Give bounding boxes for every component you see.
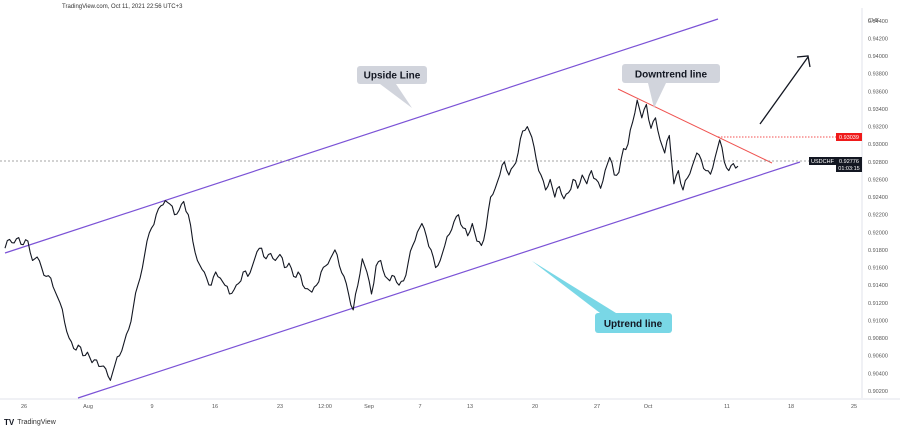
- x-tick-label: 20: [532, 404, 538, 410]
- x-tick-label: 12:00: [318, 404, 332, 410]
- x-tick-label: Oct: [644, 404, 653, 410]
- x-tick-label: 23: [277, 404, 283, 410]
- current-price-label: 0.92776: [839, 159, 859, 165]
- series-group: [4, 99, 739, 381]
- chart-header-info: TradingView.com, Oct 11, 2021 22:56 UTC+…: [62, 4, 183, 10]
- level-price-label: 0.93039: [839, 135, 859, 141]
- uptrend-channel-line: [77, 161, 801, 399]
- y-tick-label: 0.90600: [868, 354, 888, 360]
- y-tick-label: 0.90400: [868, 371, 888, 377]
- usdchf-price-line: [4, 99, 739, 381]
- y-tick-label: 0.92000: [868, 230, 888, 236]
- y-tick-label: 0.94000: [868, 54, 888, 60]
- downtrend-line-label: Downtrend line: [635, 70, 708, 81]
- y-tick-label: 0.91200: [868, 301, 888, 307]
- current-price-tag: [836, 157, 862, 172]
- y-tick-label: 0.92200: [868, 213, 888, 219]
- y-axis: 0.94400 0.94200 0.94000 0.93800 0.93600 0.934…: [861, 8, 888, 398]
- y-tick-label: 0.93200: [868, 125, 888, 131]
- y-tick-label: 0.94400: [868, 19, 888, 25]
- tradingview-logo-icon: TV: [4, 418, 15, 427]
- y-tick-label: 0.93800: [868, 72, 888, 78]
- y-tick-label: 0.90800: [868, 336, 888, 342]
- bullish-arrow: [759, 56, 809, 125]
- x-tick-label: 11: [724, 404, 730, 410]
- downtrend-line: [617, 88, 773, 164]
- x-tick-label: 13: [467, 404, 473, 410]
- tradingview-brand: TV TradingView: [4, 418, 56, 427]
- downtrend-line-callout: [622, 64, 720, 83]
- y-tick-label: 0.94200: [868, 36, 888, 42]
- downtrend-callout-pointer: [648, 83, 666, 108]
- symbol-label: USDCHF: [811, 159, 835, 165]
- x-tick-label: Aug: [83, 404, 93, 410]
- y-tick-label: 0.91400: [868, 283, 888, 289]
- y-tick-label: 0.91600: [868, 266, 888, 272]
- x-axis: 26 Aug 9 16 23 12:00 Sep 7 13 20 27 Oct 11 18 25: [0, 398, 900, 410]
- upside-line-callout-pointer: [380, 84, 412, 108]
- upside-line-label: Upside Line: [364, 71, 421, 82]
- y-tick-label: 0.92800: [868, 160, 888, 166]
- y-tick-label: 0.93600: [868, 89, 888, 95]
- x-tick-label: 7: [418, 404, 421, 410]
- upside-line-callout: [357, 66, 427, 84]
- bullish-arrow-head: [796, 55, 811, 68]
- uptrend-line-label: Uptrend line: [604, 319, 663, 330]
- y-tick-label: 0.93000: [868, 142, 888, 148]
- upside-channel-line: [4, 18, 719, 254]
- x-tick-label: Sep: [364, 404, 374, 410]
- x-tick-label: 16: [212, 404, 218, 410]
- brand-name: TradingView: [17, 419, 56, 426]
- x-tick-label: 9: [150, 404, 153, 410]
- y-axis-unit-label: CHF: [868, 18, 880, 24]
- x-tick-label: 25: [851, 404, 857, 410]
- y-tick-label: 0.92600: [868, 177, 888, 183]
- y-tick-label: 0.93400: [868, 107, 888, 113]
- drawing-overlays: Upside Line Downtrend line Uptrend line: [0, 18, 836, 399]
- y-tick-label: 0.90200: [868, 389, 888, 395]
- symbol-tag: [809, 157, 836, 165]
- y-tick-label: 0.91800: [868, 248, 888, 254]
- level-price-tag: [836, 133, 862, 141]
- countdown-label: 01:03:15: [838, 166, 859, 172]
- uptrend-callout-pointer: [532, 261, 616, 313]
- y-tick-label: 0.92400: [868, 195, 888, 201]
- y-tick-label: 0.91000: [868, 318, 888, 324]
- x-tick-label: 27: [594, 404, 600, 410]
- uptrend-line-callout: [595, 313, 672, 333]
- x-tick-label: 18: [788, 404, 794, 410]
- x-tick-label: 26: [21, 404, 27, 410]
